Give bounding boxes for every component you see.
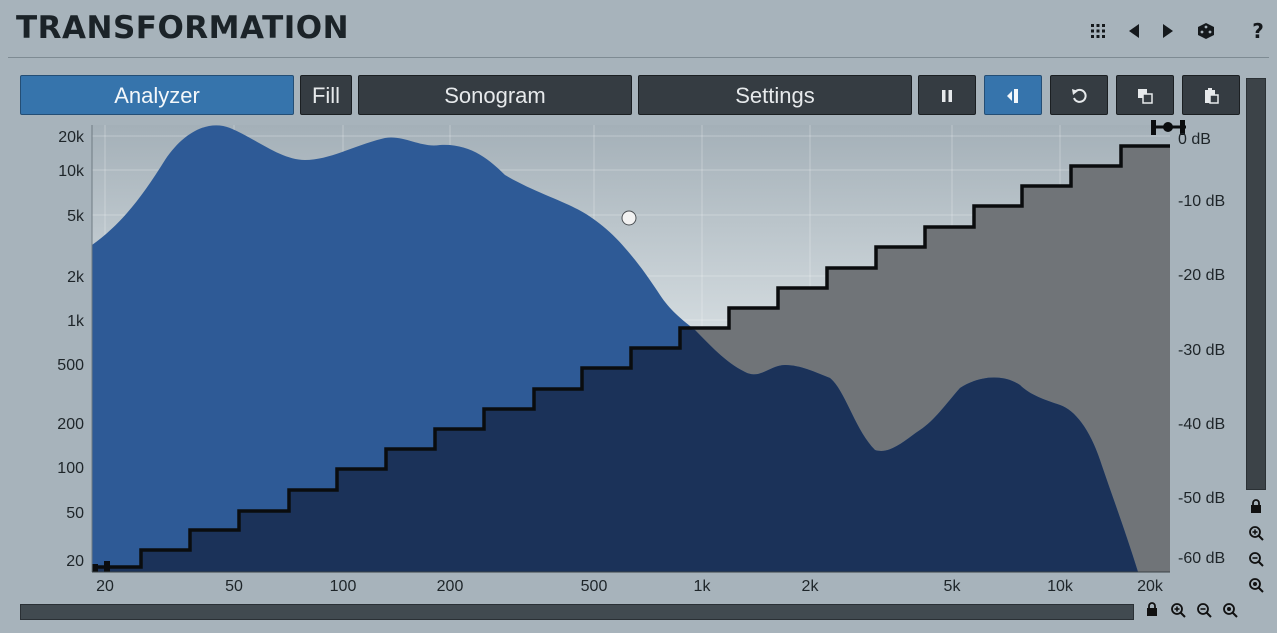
x-label-20k: 20k — [1137, 578, 1164, 595]
db-label-0: 0 dB — [1178, 131, 1211, 148]
y-label-10k: 10k — [58, 163, 85, 180]
paste-button[interactable] — [1182, 75, 1240, 115]
horizontal-zoom-reset-icon[interactable] — [1221, 602, 1239, 620]
header-divider — [8, 57, 1269, 58]
x-label-2k: 2k — [802, 578, 820, 595]
db-label-30: -30 dB — [1178, 342, 1225, 359]
db-label-20: -20 dB — [1178, 267, 1225, 284]
range-handle-low-left[interactable] — [91, 564, 98, 572]
x-label-200: 200 — [437, 578, 464, 595]
db-label-40: -40 dB — [1178, 416, 1225, 433]
arrow-right-icon[interactable] — [1154, 16, 1182, 46]
transfer-staircase — [92, 144, 1170, 569]
horizontal-lock-icon[interactable] — [1143, 602, 1161, 620]
horizontal-zoom-in-icon[interactable] — [1169, 602, 1187, 620]
grid-icon[interactable] — [1084, 16, 1112, 46]
range-handle-low-right[interactable] — [104, 561, 110, 572]
settings-button[interactable]: Settings — [638, 75, 912, 115]
zoom-in-icon[interactable] — [1247, 525, 1265, 543]
x-label-50: 50 — [225, 578, 243, 595]
paste-icon — [1205, 88, 1219, 104]
arrow-left-icon[interactable] — [1120, 16, 1148, 46]
db-label-50: -50 dB — [1178, 490, 1225, 507]
help-icon[interactable]: ? — [1252, 19, 1264, 43]
x-label-20: 20 — [96, 578, 114, 595]
db-label-60: -60 dB — [1178, 550, 1225, 567]
horizontal-scrollbar[interactable] — [20, 604, 1134, 620]
x-label-100: 100 — [330, 578, 357, 595]
y-label-200: 200 — [57, 416, 84, 433]
lock-icon[interactable] — [1247, 499, 1265, 517]
spectrum-overlap — [92, 328, 1138, 572]
x-label-10k: 10k — [1047, 578, 1074, 595]
horizontal-zoom-out-icon[interactable] — [1195, 602, 1213, 620]
flip-icon — [1007, 89, 1018, 103]
dice-icon[interactable] — [1192, 16, 1220, 46]
y-label-20: 20 — [66, 553, 84, 570]
copy-icon — [1138, 89, 1153, 104]
page-title: TRANSFORMATION — [16, 10, 350, 46]
zoom-out-icon[interactable] — [1247, 551, 1265, 569]
copy-button[interactable] — [1116, 75, 1174, 115]
x-label-1k: 1k — [694, 578, 712, 595]
y-label-5k: 5k — [67, 208, 85, 225]
control-point-handle[interactable] — [621, 210, 637, 226]
zoom-reset-icon[interactable] — [1247, 577, 1265, 595]
db-label-10: -10 dB — [1178, 193, 1225, 210]
y-label-100: 100 — [57, 460, 84, 477]
y-label-1k: 1k — [67, 313, 85, 330]
y-label-2k: 2k — [67, 269, 85, 286]
pause-button[interactable] — [918, 75, 976, 115]
reset-icon — [1072, 88, 1087, 103]
reset-button[interactable] — [1050, 75, 1108, 115]
vertical-scrollbar[interactable] — [1246, 78, 1266, 490]
sonogram-button[interactable]: Sonogram — [358, 75, 632, 115]
flip-button[interactable] — [984, 75, 1042, 115]
y-label-500: 500 — [57, 357, 84, 374]
x-label-500: 500 — [581, 578, 608, 595]
pause-icon — [942, 90, 952, 102]
range-handle-high[interactable] — [1151, 120, 1186, 135]
analyzer-button[interactable]: Analyzer — [20, 75, 294, 115]
y-label-50: 50 — [66, 505, 84, 522]
fill-button[interactable]: Fill — [300, 75, 352, 115]
x-label-5k: 5k — [944, 578, 962, 595]
y-label-20k: 20k — [58, 129, 85, 146]
